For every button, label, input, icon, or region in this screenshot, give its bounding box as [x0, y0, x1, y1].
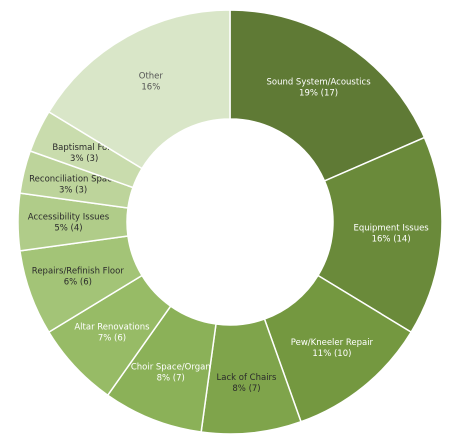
slice-label-line: 7% (6)	[98, 334, 126, 344]
slice-label-3: Pew/Kneeler Repair 11% (10)	[291, 338, 374, 359]
slice-label-line: Reconciliation Space	[29, 174, 117, 184]
slice-label-line: 3% (3)	[70, 154, 98, 164]
slice-label-line: Accessibility Issues	[28, 213, 110, 223]
slice-label-line: 5% (4)	[54, 224, 82, 234]
donut-slice-11	[47, 9, 231, 170]
slice-label-line: 11% (10)	[312, 349, 351, 359]
slice-label-line: 8% (7)	[157, 374, 185, 384]
slice-label-line: Lack of Chairs	[217, 373, 278, 383]
slice-label-line: 19% (17)	[299, 88, 338, 98]
slice-label-line: Equipment Issues	[353, 224, 429, 234]
slice-label-9: Reconciliation Space 3% (3)	[29, 174, 117, 195]
slice-label-11: Other 16%	[139, 72, 164, 93]
slice-label-2: Equipment Issues 16% (14)	[353, 224, 429, 245]
slice-label-8: Accessibility Issues 5% (4)	[28, 213, 110, 234]
slice-label-5: Choir Space/Organ 8% (7)	[131, 363, 211, 384]
slice-label-6: Altar Renovations 7% (6)	[74, 323, 150, 344]
slice-label-line: Pew/Kneeler Repair	[291, 338, 374, 348]
slice-label-line: 16%	[141, 83, 160, 93]
slice-label-line: Baptismal Font	[52, 143, 116, 153]
slice-label-line: Sound System/Acoustics	[266, 77, 371, 87]
donut-slice-1	[229, 9, 426, 182]
slice-label-line: Other	[139, 72, 164, 82]
slice-label-1: Sound System/Acoustics 19% (17)	[266, 77, 371, 98]
slice-label-line: Choir Space/Organ	[131, 363, 211, 373]
slice-label-line: 3% (3)	[59, 185, 87, 195]
slice-label-line: 16% (14)	[372, 235, 411, 245]
slice-label-4: Lack of Chairs 8% (7)	[217, 373, 278, 394]
slice-label-line: 8% (7)	[232, 384, 260, 394]
slice-label-7: Repairs/Refinish Floor 6% (6)	[32, 267, 125, 288]
slice-label-line: 6% (6)	[64, 278, 92, 288]
slice-label-line: Repairs/Refinish Floor	[32, 267, 125, 277]
slice-label-10: Baptismal Font 3% (3)	[52, 143, 116, 164]
slice-label-line: Altar Renovations	[74, 323, 150, 333]
donut-slice-2	[316, 136, 443, 334]
